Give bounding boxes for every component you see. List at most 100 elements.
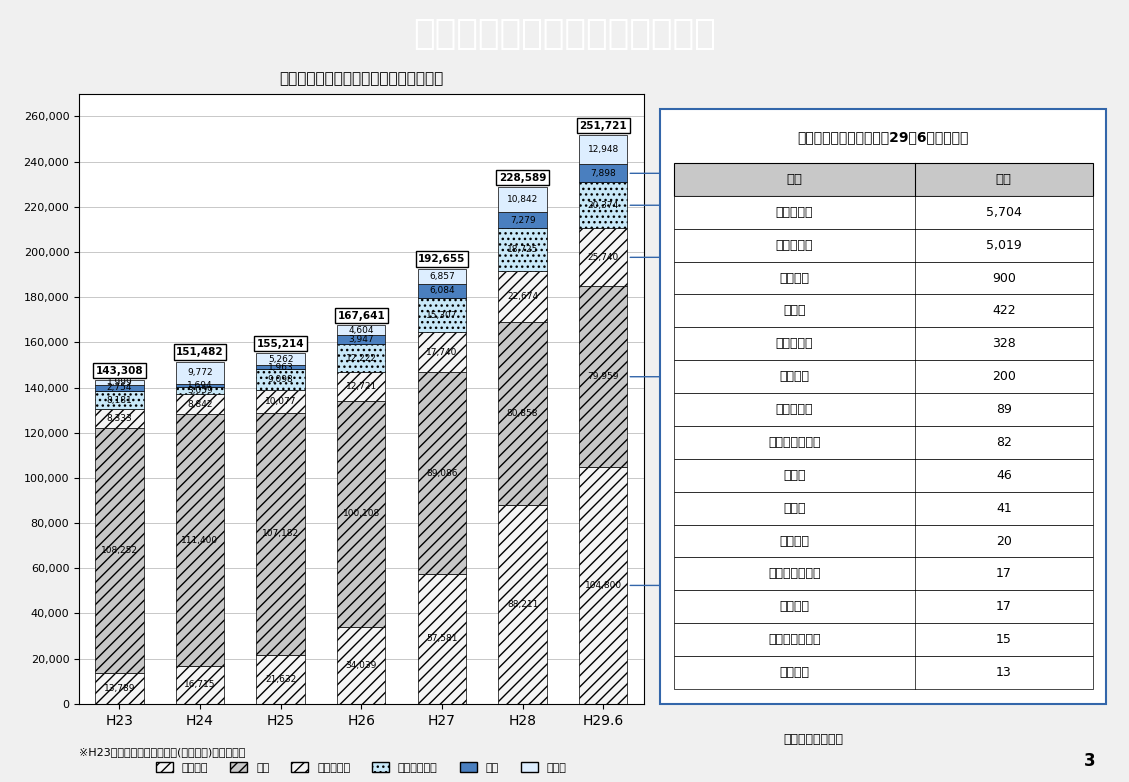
Text: 12,222: 12,222 [345, 353, 377, 363]
Bar [256, 413, 305, 655]
Bar [418, 574, 466, 704]
Text: 57,581: 57,581 [426, 634, 457, 644]
Text: 7,898: 7,898 [590, 169, 616, 178]
Bar [674, 492, 1093, 525]
Bar [95, 380, 143, 385]
Text: 9,772: 9,772 [187, 368, 212, 377]
Bar [418, 332, 466, 372]
Bar [579, 286, 628, 467]
Text: 3,947: 3,947 [349, 335, 374, 344]
Text: 1,694: 1,694 [187, 381, 212, 390]
Text: 167,641: 167,641 [338, 310, 385, 321]
Text: 422: 422 [992, 304, 1016, 317]
Text: フィリピン: フィリピン [630, 253, 704, 262]
Text: 82: 82 [996, 436, 1012, 449]
Bar [674, 558, 1093, 590]
Bar [674, 393, 1093, 426]
Text: マレーシア: マレーシア [776, 403, 813, 416]
Bar [338, 372, 385, 400]
Text: 5,262: 5,262 [268, 354, 294, 364]
Text: 151,482: 151,482 [176, 347, 224, 357]
Text: 13: 13 [996, 666, 1012, 679]
Bar [176, 361, 225, 384]
Text: 328: 328 [992, 337, 1016, 350]
Bar [95, 391, 143, 409]
Bar [674, 459, 1093, 492]
Bar [256, 390, 305, 413]
Text: サウジアラビア: サウジアラビア [768, 633, 821, 646]
Text: 17: 17 [996, 568, 1012, 580]
Text: 21,632: 21,632 [265, 675, 296, 684]
Bar [674, 228, 1093, 262]
Bar [256, 655, 305, 704]
Text: 6,084: 6,084 [429, 286, 455, 296]
Bar [674, 590, 1093, 623]
Bar [674, 656, 1093, 689]
Text: 100,108: 100,108 [343, 509, 379, 518]
Text: 8,842: 8,842 [187, 400, 212, 409]
Text: 79,959: 79,959 [587, 372, 619, 382]
Text: 143,308: 143,308 [96, 365, 143, 375]
Bar [579, 135, 628, 164]
Bar [674, 426, 1093, 459]
Text: 7,279: 7,279 [510, 216, 535, 224]
Bar [674, 295, 1093, 328]
Text: 108,252: 108,252 [100, 546, 138, 555]
Text: 中国: 中国 [630, 371, 685, 382]
Text: 34,039: 34,039 [345, 661, 377, 670]
Bar [338, 325, 385, 335]
Bar [674, 163, 1093, 196]
Text: 80,858: 80,858 [507, 409, 539, 418]
Bar [176, 388, 225, 394]
Text: 192,655: 192,655 [418, 254, 465, 264]
Text: 900: 900 [992, 271, 1016, 285]
Text: インドネシア: インドネシア [630, 200, 711, 210]
Text: 111,400: 111,400 [182, 536, 219, 545]
Bar [674, 361, 1093, 393]
Bar [338, 400, 385, 627]
Bar [579, 228, 628, 286]
Text: 5,704: 5,704 [986, 206, 1022, 219]
Bar [95, 385, 143, 391]
Text: 17: 17 [996, 601, 1012, 613]
Bar [579, 182, 628, 228]
Text: 46: 46 [996, 468, 1012, 482]
Bar [498, 504, 546, 704]
Bar [418, 284, 466, 298]
Bar [674, 196, 1093, 228]
Bar [256, 369, 305, 390]
Text: 155,214: 155,214 [256, 339, 305, 349]
Title: 在留資格「技能実習」の国籍別在留者数: 在留資格「技能実習」の国籍別在留者数 [279, 70, 444, 86]
Bar [418, 298, 466, 332]
Text: ミャンマー: ミャンマー [776, 239, 813, 252]
Text: インド: インド [784, 468, 805, 482]
Text: 89,086: 89,086 [426, 468, 457, 478]
Bar [95, 673, 143, 704]
Text: ネパール: ネパール [779, 370, 809, 383]
Bar [674, 328, 1093, 361]
Text: 17,740: 17,740 [427, 348, 457, 357]
Bar [674, 525, 1093, 558]
Text: タイ: タイ [630, 168, 685, 178]
Text: 104,800: 104,800 [585, 581, 622, 590]
Bar [418, 268, 466, 284]
Text: バングラデシュ: バングラデシュ [768, 436, 821, 449]
Text: 「その他」の内訳（平成29年6月末時点）: 「その他」の内訳（平成29年6月末時点） [798, 131, 969, 145]
Text: 9,098: 9,098 [268, 375, 294, 384]
Bar [579, 467, 628, 704]
Text: 10,842: 10,842 [507, 196, 539, 204]
Text: 2,754: 2,754 [106, 383, 132, 393]
Text: カンボジア: カンボジア [776, 206, 813, 219]
Bar [176, 384, 225, 388]
Bar [176, 666, 225, 704]
Text: 20: 20 [996, 535, 1012, 547]
Text: 107,182: 107,182 [262, 529, 299, 538]
Text: 25,740: 25,740 [587, 253, 619, 262]
Text: 16,715: 16,715 [184, 680, 216, 690]
Text: ベトナム: ベトナム [630, 580, 698, 590]
Text: 8,333: 8,333 [106, 414, 132, 423]
Text: ペルー: ペルー [784, 501, 805, 515]
Text: 41: 41 [996, 501, 1012, 515]
Text: 1,963: 1,963 [268, 363, 294, 371]
Text: 88,211: 88,211 [507, 600, 539, 608]
